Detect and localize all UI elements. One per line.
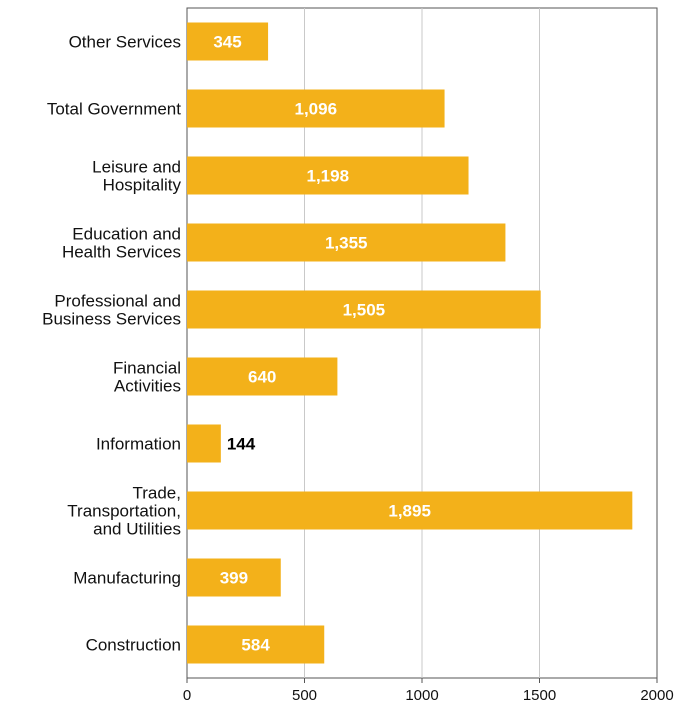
- data-label: 1,505: [343, 301, 386, 320]
- category-label: Leisure and: [92, 158, 181, 177]
- category-label: Manufacturing: [73, 569, 181, 588]
- category-label: Professional and: [54, 292, 181, 311]
- category-labels: Other Services Total Government Leisure an…: [42, 33, 181, 655]
- category-label: Transportation,: [67, 502, 181, 521]
- bar: [187, 89, 445, 128]
- data-label: 345: [213, 33, 241, 52]
- data-label: 144: [227, 435, 256, 454]
- bar: [187, 223, 506, 262]
- x-tick-label: 0: [183, 687, 191, 704]
- data-label: 1,198: [306, 167, 349, 186]
- x-tick-label: 2000: [640, 687, 673, 704]
- bar: [187, 156, 469, 195]
- category-label: Business Services: [42, 310, 181, 329]
- category-label: Information: [96, 435, 181, 454]
- category-label: Activities: [114, 377, 181, 396]
- x-axis-ticks: 0 500 1000 1500 2000: [183, 678, 674, 704]
- category-label: Education and: [72, 225, 181, 244]
- data-label: 584: [241, 636, 270, 655]
- bar: [187, 22, 269, 61]
- data-label: 640: [248, 368, 276, 387]
- bar: [187, 357, 338, 396]
- bar: [187, 558, 281, 597]
- x-tick-label: 500: [292, 687, 317, 704]
- data-label: 1,895: [388, 502, 431, 521]
- data-label: 399: [220, 569, 248, 588]
- category-label: Trade,: [132, 484, 181, 503]
- category-label: Health Services: [62, 243, 181, 262]
- category-label: Construction: [86, 636, 181, 655]
- bars: 345 1,096 1,198 1,355 1,505 640 144 1,895 399 584: [187, 22, 633, 664]
- bar: [187, 424, 221, 463]
- category-label: and Utilities: [93, 520, 181, 539]
- category-label: Financial: [113, 359, 181, 378]
- bar: [187, 625, 325, 664]
- category-label: Hospitality: [103, 176, 182, 195]
- bar: [187, 491, 633, 530]
- x-tick-label: 1000: [405, 687, 438, 704]
- data-label: 1,096: [295, 100, 338, 119]
- category-label: Total Government: [47, 100, 181, 119]
- data-label: 1,355: [325, 234, 368, 253]
- category-label: Other Services: [69, 33, 181, 52]
- bar: [187, 290, 541, 329]
- x-tick-label: 1500: [523, 687, 556, 704]
